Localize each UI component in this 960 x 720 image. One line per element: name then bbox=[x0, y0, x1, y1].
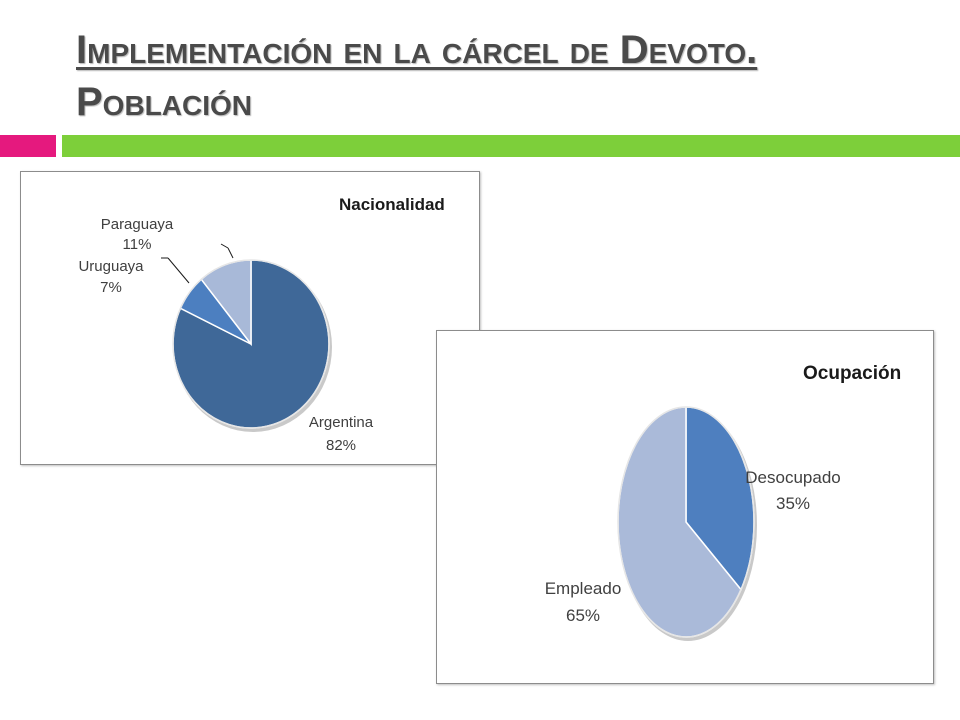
chart-panel-ocupacion: Ocupación Desocupado 35% Empleado 65% bbox=[436, 330, 934, 684]
slice-label-uruguaya: Uruguaya bbox=[78, 258, 144, 275]
slice-label-empleado: Empleado bbox=[545, 579, 622, 598]
accent-bar-green bbox=[62, 135, 960, 157]
slice-value-uruguaya: 7% bbox=[100, 279, 122, 296]
ocupacion-rim bbox=[617, 406, 755, 638]
accent-bar-pink bbox=[0, 135, 56, 157]
slice-label-desocupado: Desocupado bbox=[745, 468, 840, 487]
slice-value-desocupado: 35% bbox=[776, 494, 810, 513]
leader-line-paraguaya-b bbox=[227, 247, 234, 259]
slice-value-argentina: 82% bbox=[326, 437, 356, 454]
slice-value-empleado: 65% bbox=[566, 606, 600, 625]
ocupacion-pie-chart: Ocupación Desocupado 35% Empleado 65% bbox=[545, 363, 901, 641]
slide-title-line1: Implementación en la cárcel de Devoto. bbox=[76, 28, 758, 72]
chart-title-ocupacion: Ocupación bbox=[803, 363, 901, 384]
slide-title-line2: Población bbox=[76, 80, 253, 124]
slice-label-paraguaya: Paraguaya bbox=[101, 216, 174, 233]
slice-label-argentina: Argentina bbox=[309, 414, 374, 431]
chart-title-nacionalidad: Nacionalidad bbox=[339, 195, 445, 214]
slide-title: Implementación en la cárcel de Devoto. P… bbox=[76, 24, 936, 128]
leader-line-uruguaya-b bbox=[167, 257, 190, 284]
leader-line-paraguaya bbox=[220, 243, 229, 249]
nacionalidad-rim bbox=[172, 259, 330, 429]
chart-panel-nacionalidad: Nacionalidad Paraguaya 11% Uruguaya 7% A… bbox=[20, 171, 480, 465]
nacionalidad-pie-chart: Nacionalidad Paraguaya 11% Uruguaya 7% A… bbox=[78, 195, 445, 454]
slice-value-paraguaya: 11% bbox=[123, 236, 152, 253]
